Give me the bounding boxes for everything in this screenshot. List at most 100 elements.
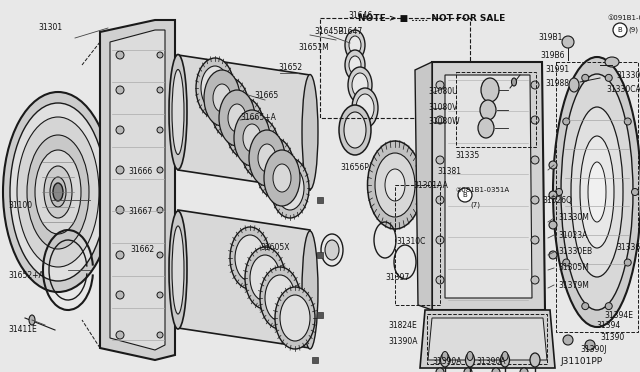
Ellipse shape bbox=[226, 98, 264, 158]
Ellipse shape bbox=[562, 36, 574, 48]
Ellipse shape bbox=[500, 353, 509, 367]
Ellipse shape bbox=[352, 88, 378, 128]
Ellipse shape bbox=[531, 236, 539, 244]
Text: J31101PP: J31101PP bbox=[560, 357, 602, 366]
Ellipse shape bbox=[116, 86, 124, 94]
Ellipse shape bbox=[502, 352, 508, 360]
Text: 31656P: 31656P bbox=[340, 164, 369, 173]
Ellipse shape bbox=[116, 126, 124, 134]
Ellipse shape bbox=[172, 70, 184, 154]
Polygon shape bbox=[420, 310, 555, 368]
Ellipse shape bbox=[116, 291, 124, 299]
Text: 319B6: 319B6 bbox=[540, 51, 564, 60]
Bar bbox=[417, 197, 423, 203]
Ellipse shape bbox=[273, 164, 291, 192]
Ellipse shape bbox=[531, 116, 539, 124]
Ellipse shape bbox=[35, 150, 81, 234]
Ellipse shape bbox=[436, 116, 444, 124]
Ellipse shape bbox=[280, 295, 310, 341]
Ellipse shape bbox=[356, 94, 374, 122]
Text: 31646: 31646 bbox=[348, 10, 372, 19]
Text: 31394E: 31394E bbox=[604, 311, 633, 320]
Text: 31652: 31652 bbox=[278, 64, 302, 73]
Ellipse shape bbox=[243, 124, 261, 152]
Ellipse shape bbox=[531, 196, 539, 204]
Text: 31605X: 31605X bbox=[260, 244, 289, 253]
Ellipse shape bbox=[54, 185, 62, 199]
Ellipse shape bbox=[563, 335, 573, 345]
Ellipse shape bbox=[480, 100, 496, 120]
Text: 31390A: 31390A bbox=[432, 357, 461, 366]
Ellipse shape bbox=[157, 167, 163, 173]
Polygon shape bbox=[178, 210, 310, 348]
Polygon shape bbox=[110, 30, 165, 350]
Ellipse shape bbox=[563, 259, 570, 266]
Text: 31390A: 31390A bbox=[476, 357, 506, 366]
Ellipse shape bbox=[219, 90, 255, 146]
Ellipse shape bbox=[275, 287, 315, 349]
Text: 31330E: 31330E bbox=[616, 71, 640, 80]
Ellipse shape bbox=[44, 166, 72, 218]
Text: 31080U: 31080U bbox=[428, 87, 458, 96]
Ellipse shape bbox=[228, 104, 246, 132]
Polygon shape bbox=[428, 318, 547, 360]
Ellipse shape bbox=[375, 153, 415, 217]
Ellipse shape bbox=[157, 292, 163, 298]
Text: 31335: 31335 bbox=[455, 151, 479, 160]
Ellipse shape bbox=[204, 70, 240, 126]
Ellipse shape bbox=[276, 166, 304, 210]
Ellipse shape bbox=[116, 251, 124, 259]
Polygon shape bbox=[415, 62, 432, 310]
Bar bbox=[556, 62, 638, 332]
Bar bbox=[427, 314, 547, 364]
Text: 31526Q: 31526Q bbox=[542, 196, 572, 205]
Bar bbox=[417, 132, 423, 138]
Ellipse shape bbox=[465, 353, 474, 367]
Ellipse shape bbox=[624, 118, 631, 125]
Ellipse shape bbox=[53, 183, 63, 201]
Text: 31652+A: 31652+A bbox=[8, 270, 44, 279]
Ellipse shape bbox=[258, 144, 276, 172]
Text: 31100: 31100 bbox=[8, 201, 32, 209]
Ellipse shape bbox=[235, 235, 265, 281]
Ellipse shape bbox=[440, 353, 449, 367]
Text: B: B bbox=[463, 192, 467, 198]
Ellipse shape bbox=[231, 106, 259, 150]
Bar bbox=[320, 18, 470, 118]
Ellipse shape bbox=[157, 127, 163, 133]
Ellipse shape bbox=[436, 196, 444, 204]
Text: 31662: 31662 bbox=[130, 246, 154, 254]
Ellipse shape bbox=[50, 177, 66, 207]
Bar bbox=[456, 72, 536, 147]
Ellipse shape bbox=[241, 118, 279, 178]
Text: 31381: 31381 bbox=[437, 167, 461, 176]
Ellipse shape bbox=[511, 78, 516, 86]
Ellipse shape bbox=[349, 56, 361, 74]
Ellipse shape bbox=[531, 156, 539, 164]
Polygon shape bbox=[178, 55, 310, 190]
Ellipse shape bbox=[385, 169, 405, 201]
Ellipse shape bbox=[605, 74, 612, 81]
Polygon shape bbox=[100, 20, 175, 360]
Text: 319B1: 319B1 bbox=[538, 33, 563, 42]
Text: 31023A: 31023A bbox=[558, 231, 588, 240]
Ellipse shape bbox=[531, 81, 539, 89]
Ellipse shape bbox=[261, 146, 289, 190]
Ellipse shape bbox=[613, 23, 627, 37]
Ellipse shape bbox=[169, 211, 187, 329]
Ellipse shape bbox=[157, 207, 163, 213]
Ellipse shape bbox=[458, 188, 472, 202]
Text: 31330EB: 31330EB bbox=[558, 247, 592, 257]
Ellipse shape bbox=[29, 315, 35, 325]
Ellipse shape bbox=[481, 78, 499, 102]
Text: B: B bbox=[618, 27, 622, 33]
Ellipse shape bbox=[561, 74, 633, 310]
Bar bbox=[317, 312, 323, 318]
Text: 31390J: 31390J bbox=[580, 346, 607, 355]
Text: 31301: 31301 bbox=[38, 23, 62, 32]
Text: 31390A: 31390A bbox=[388, 337, 417, 346]
Text: 31651M: 31651M bbox=[298, 44, 329, 52]
Ellipse shape bbox=[3, 92, 113, 292]
Ellipse shape bbox=[549, 251, 557, 259]
Ellipse shape bbox=[201, 66, 229, 110]
